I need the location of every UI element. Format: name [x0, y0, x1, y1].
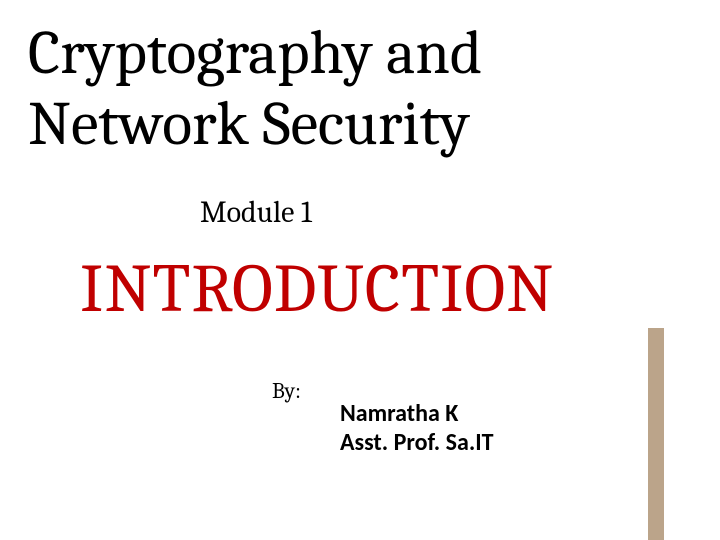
section-title: INTRODUCTION — [80, 250, 554, 328]
accent-bar — [648, 328, 664, 540]
title-line-2: Network Security — [28, 88, 470, 160]
module-label: Module 1 — [200, 195, 312, 230]
author-position: Asst. Prof. Sa.IT — [340, 429, 494, 458]
by-label: By: — [272, 378, 301, 404]
author-block: Namratha K Asst. Prof. Sa.IT — [340, 400, 494, 458]
course-title: Cryptography and Network Security — [28, 18, 482, 161]
title-line-1: Cryptography and — [28, 17, 482, 89]
author-name: Namratha K — [340, 400, 494, 429]
